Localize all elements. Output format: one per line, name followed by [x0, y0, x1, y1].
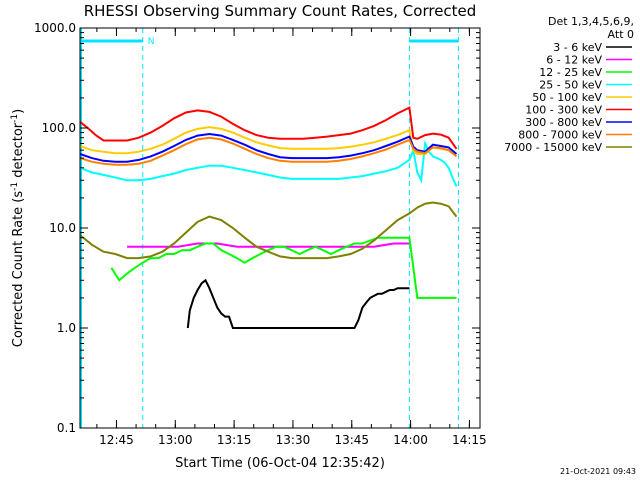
x-tick-label: 14:00 [393, 433, 428, 447]
x-tick-label: 13:30 [276, 433, 311, 447]
legend-entry-label: 800 - 7000 keV [518, 129, 602, 142]
x-tick-label: 13:45 [334, 433, 369, 447]
series-line-100-300-kev [79, 106, 458, 150]
legend-header-line-1: Det 1,3,4,5,6,9, [548, 15, 634, 28]
y-axis-label-part-1: Corrected Count Rate (s [11, 191, 26, 348]
legend-entry-label: 3 - 6 keV [553, 41, 602, 54]
legend-entry-label: 6 - 12 keV [546, 54, 602, 67]
y-tick-label: 1.0 [57, 321, 76, 335]
legend-entry-label: 7000 - 15000 keV [504, 141, 602, 154]
x-axis: 12:45 13:00 13:15 13:30 13:45 14:00 14:15 [96, 28, 487, 447]
y-tick-label: 0.1 [57, 421, 76, 435]
chart-title: RHESSI Observing Summary Count Rates, Co… [84, 2, 477, 20]
plot-frame [79, 27, 481, 429]
legend-entry-label: 25 - 50 keV [539, 79, 602, 92]
legend-entry-label: 50 - 100 keV [532, 91, 602, 104]
footer-timestamp: 21-Oct-2021 09:43 [560, 467, 636, 476]
y-axis-label-sup-2: -1 [10, 114, 20, 123]
y-axis-label-part-2: detector [11, 122, 26, 182]
y-tick-label: 10.0 [49, 221, 76, 235]
y-axis: 1000.0 100.0 10.0 1.0 0.1 [34, 21, 480, 435]
y-axis-label: Corrected Count Rate (s-1 detector-1) [10, 109, 26, 347]
y-axis-label-part-3: ) [11, 109, 26, 114]
marker-lines [80, 28, 459, 428]
y-tick-label: 100.0 [42, 121, 76, 135]
flag-bars: N [80, 37, 459, 47]
series-line-3-6-kev [186, 278, 410, 329]
x-tick-label: 13:00 [158, 433, 193, 447]
legend-header: Det 1,3,4,5,6,9, Att 0 [548, 15, 634, 41]
legend-entry-label: 300 - 800 keV [525, 116, 602, 129]
series-layer [79, 106, 458, 329]
series-line-25-50-kev [79, 139, 458, 187]
y-tick-label: 1000.0 [34, 21, 76, 35]
series-line-12-25-kev [110, 236, 457, 299]
y-axis-label-sup-1: -1 [10, 182, 20, 191]
series-line-50-100-kev [79, 126, 457, 155]
legend-header-line-2: Att 0 [608, 28, 634, 41]
series-line-300-800-kev [79, 132, 458, 163]
flag-label: N [148, 37, 155, 47]
legend-entry-label: 100 - 300 keV [525, 104, 602, 117]
series-line-7000-15000-kev [79, 201, 458, 260]
legend-entry-label: 12 - 25 keV [539, 66, 602, 79]
x-tick-label: 12:45 [99, 433, 134, 447]
series-line-800-7000-kev [79, 136, 458, 166]
x-tick-label: 13:15 [217, 433, 252, 447]
x-tick-label: 14:15 [452, 433, 487, 447]
x-axis-label: Start Time (06-Oct-04 12:35:42) [175, 456, 385, 471]
